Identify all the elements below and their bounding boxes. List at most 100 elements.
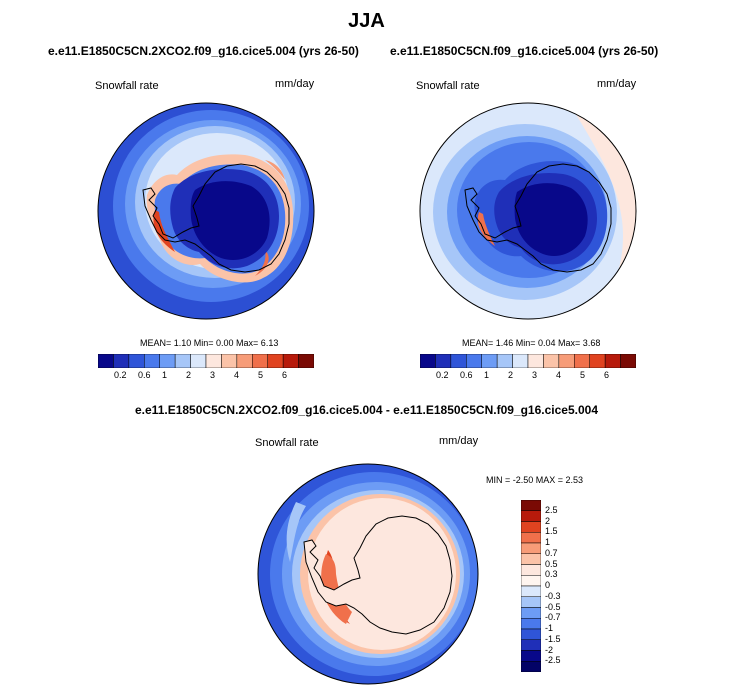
left-variable-label: Snowfall rate — [95, 80, 159, 92]
left-panel-title: e.e11.E1850C5CN.2XCO2.f09_g16.cice5.004 … — [48, 44, 359, 58]
figure-title: JJA — [348, 10, 385, 32]
colorbar-tick-label: -2 — [545, 644, 554, 655]
colorbar-swatch — [589, 354, 606, 368]
colorbar-tick-label: -1 — [545, 623, 554, 633]
colorbar-swatch — [521, 500, 541, 511]
diff-colorbar-labels: 2.5 2 1.5 1 0.7 0.5 0.3 0 -0.3 -0.5 -0.7 -1 -1.5 -2 -2… — [545, 500, 575, 672]
right-map-border — [419, 102, 637, 320]
colorbar-swatch — [558, 354, 575, 368]
colorbar-swatch — [543, 354, 560, 368]
colorbar-swatch — [113, 354, 130, 368]
right-polar-map — [419, 102, 637, 320]
colorbar-tick-label: 3 — [532, 370, 538, 380]
colorbar-swatch — [252, 354, 268, 368]
colorbar-swatch — [144, 354, 160, 368]
colorbar-tick-label: 1 — [162, 370, 168, 380]
right-stats: MEAN= 1.46 Min= 0.04 Max= 3.68 — [462, 338, 601, 348]
colorbar-tick-label: 1 — [484, 370, 490, 380]
colorbar-swatch — [521, 553, 541, 565]
colorbar-swatch — [159, 354, 176, 368]
left-colorbar-labels: 0.2 0.6 1 2 3 4 5 6 — [98, 370, 314, 382]
colorbar-tick-label: 2.5 — [545, 504, 558, 515]
colorbar-tick-label: 1.5 — [545, 526, 558, 537]
right-variable-label: Snowfall rate — [416, 80, 480, 92]
colorbar-swatch — [420, 354, 436, 368]
diff-colorbar — [521, 500, 541, 672]
left-units-label: mm/day — [275, 78, 315, 90]
colorbar-swatch — [481, 354, 498, 368]
colorbar-swatch — [221, 354, 238, 368]
colorbar-swatch — [604, 354, 621, 368]
colorbar-swatch — [521, 628, 541, 640]
diff-variable-label: Snowfall rate — [255, 437, 319, 449]
colorbar-tick-label: 4 — [234, 370, 240, 380]
colorbar-swatch — [267, 354, 284, 368]
colorbar-swatch — [521, 521, 541, 533]
colorbar-swatch — [521, 618, 541, 630]
diff-panel-title: e.e11.E1850C5CN.2XCO2.f09_g16.cice5.004 … — [135, 403, 598, 417]
colorbar-swatch — [521, 650, 541, 662]
colorbar-tick-label: -1.5 — [545, 633, 561, 644]
colorbar-swatch — [521, 596, 541, 608]
colorbar-tick-label: -2.5 — [545, 655, 561, 666]
colorbar-swatch — [450, 354, 467, 368]
colorbar-tick-label: 3 — [210, 370, 216, 380]
colorbar-swatch — [98, 354, 114, 368]
colorbar-swatch — [521, 575, 541, 587]
colorbar-tick-label: 2 — [545, 515, 551, 526]
left-polar-map — [97, 102, 315, 320]
colorbar-tick-label: 0.2 — [114, 370, 127, 380]
colorbar-swatch — [496, 354, 513, 368]
right-colorbar-labels: 0.2 0.6 1 2 3 4 5 6 — [420, 370, 636, 382]
colorbar-swatch — [435, 354, 452, 368]
left-colorbar — [98, 354, 314, 368]
colorbar-swatch — [521, 532, 541, 544]
colorbar-tick-label: 0.3 — [545, 569, 558, 580]
colorbar-swatch — [521, 585, 541, 597]
colorbar-swatch — [574, 354, 590, 368]
colorbar-tick-label: 5 — [580, 370, 586, 380]
colorbar-tick-label: -0.7 — [545, 612, 561, 623]
colorbar-swatch — [521, 510, 541, 522]
colorbar-swatch — [190, 354, 207, 368]
colorbar-tick-label: 0.6 — [138, 370, 151, 380]
colorbar-swatch — [521, 639, 541, 651]
colorbar-swatch — [620, 354, 636, 368]
diff-stats: MIN = -2.50 MAX = 2.53 — [486, 475, 584, 485]
diff-polar-map — [257, 463, 479, 685]
colorbar-swatch — [205, 354, 222, 368]
colorbar-tick-label: 0.7 — [545, 547, 558, 558]
diff-units-label: mm/day — [439, 435, 479, 447]
colorbar-tick-label: 0.6 — [460, 370, 473, 380]
colorbar-tick-label: 4 — [556, 370, 562, 380]
colorbar-swatch — [512, 354, 529, 368]
colorbar-tick-label: 0 — [545, 580, 551, 590]
colorbar-tick-label: -0.3 — [545, 590, 561, 601]
colorbar-tick-label: 0.2 — [436, 370, 449, 380]
colorbar-swatch — [521, 661, 541, 672]
right-colorbar — [420, 354, 636, 368]
colorbar-tick-label: 6 — [604, 370, 610, 380]
colorbar-swatch — [527, 354, 544, 368]
colorbar-tick-label: 2 — [508, 370, 514, 380]
colorbar-swatch — [236, 354, 253, 368]
colorbar-tick-label: 1 — [545, 537, 551, 547]
colorbar-swatch — [521, 564, 541, 576]
right-panel-title: e.e11.E1850C5CN.f09_g16.cice5.004 (yrs 2… — [390, 44, 659, 58]
colorbar-swatch — [174, 354, 191, 368]
colorbar-swatch — [282, 354, 299, 368]
colorbar-tick-label: 0.5 — [545, 558, 558, 569]
diff-map-border — [257, 463, 479, 685]
colorbar-swatch — [521, 542, 541, 554]
colorbar-tick-label: 6 — [282, 370, 288, 380]
colorbar-swatch — [128, 354, 145, 368]
colorbar-swatch — [521, 607, 541, 619]
left-map-border — [97, 102, 315, 320]
colorbar-tick-label: -0.5 — [545, 601, 561, 612]
left-stats: MEAN= 1.10 Min= 0.00 Max= 6.13 — [140, 338, 279, 348]
colorbar-swatch — [298, 354, 314, 368]
colorbar-tick-label: 5 — [258, 370, 264, 380]
colorbar-tick-label: 2 — [186, 370, 192, 380]
colorbar-swatch — [466, 354, 482, 368]
right-units-label: mm/day — [597, 78, 637, 90]
